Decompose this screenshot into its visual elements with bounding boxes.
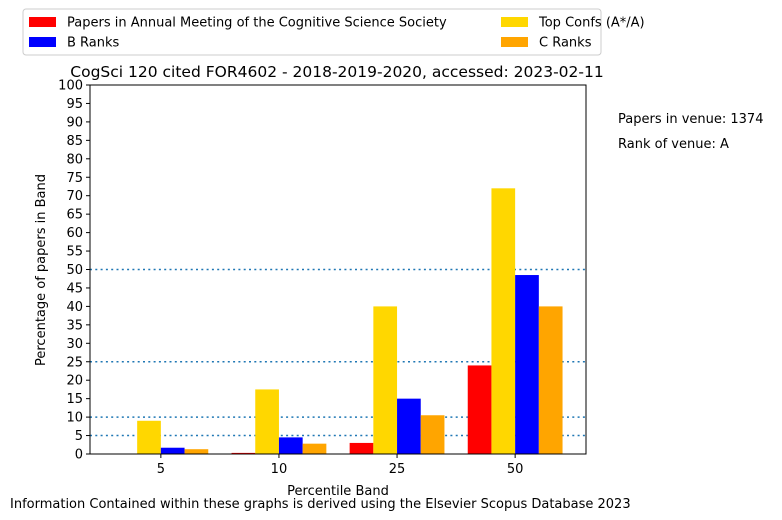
bars bbox=[137, 188, 563, 454]
y-axis: 0 5 10 15 20 25 30 35 40 45 50 55 60 65 70 75 80 85 90 95 10… bbox=[58, 79, 90, 463]
y-tick-label: 5 bbox=[75, 429, 83, 444]
y-tick-label: 50 bbox=[66, 263, 83, 278]
bar-papers-25 bbox=[349, 442, 374, 454]
y-tick-label: 15 bbox=[66, 392, 83, 407]
bar-b-5 bbox=[160, 447, 185, 454]
y-tick-label: 90 bbox=[66, 115, 83, 130]
bar-papers-10 bbox=[231, 452, 256, 454]
legend-label: C Ranks bbox=[539, 36, 592, 51]
y-tick-label: 20 bbox=[66, 374, 83, 389]
legend-swatch bbox=[29, 37, 56, 47]
y-tick-label: 35 bbox=[66, 318, 83, 333]
y-axis-label: Percentage of papers in Band bbox=[34, 174, 49, 366]
rank-of-venue-annotation: Rank of venue: A bbox=[618, 137, 729, 152]
bar-c-5 bbox=[184, 449, 209, 454]
y-tick-label: 80 bbox=[66, 152, 83, 167]
legend-swatch bbox=[501, 37, 528, 47]
bar-top-5 bbox=[137, 420, 161, 454]
x-tick-label: 50 bbox=[507, 462, 524, 477]
bar-b-50 bbox=[515, 275, 539, 454]
x-tick-label: 5 bbox=[157, 462, 165, 477]
y-tick-label: 65 bbox=[66, 208, 83, 223]
y-tick-label: 45 bbox=[66, 281, 83, 296]
legend-label: Papers in Annual Meeting of the Cognitiv… bbox=[67, 16, 447, 31]
y-tick-label: 40 bbox=[66, 300, 83, 315]
bar-b-10 bbox=[278, 437, 303, 454]
x-tick-label: 25 bbox=[389, 462, 406, 477]
legend-label: Top Confs (A*/A) bbox=[538, 16, 645, 31]
y-tick-label: 10 bbox=[66, 411, 83, 426]
x-axis-label: Percentile Band bbox=[287, 484, 389, 499]
bar-papers-50 bbox=[467, 365, 492, 454]
bar-top-25 bbox=[373, 306, 398, 454]
y-tick-label: 85 bbox=[66, 134, 83, 149]
papers-in-venue-annotation: Papers in venue: 1374 bbox=[618, 112, 763, 127]
y-tick-label: 55 bbox=[66, 245, 83, 260]
y-tick-label: 75 bbox=[66, 171, 83, 186]
legend-swatch bbox=[501, 17, 528, 27]
x-tick-label: 10 bbox=[271, 462, 288, 477]
y-tick-label: 60 bbox=[66, 226, 83, 241]
footer-note: Information Contained within these graph… bbox=[10, 497, 631, 512]
bar-c-25 bbox=[420, 415, 445, 454]
bar-c-10 bbox=[302, 443, 327, 454]
y-tick-label: 0 bbox=[75, 448, 83, 463]
y-tick-label: 100 bbox=[58, 79, 83, 94]
chart-title: CogSci 120 cited FOR4602 - 2018-2019-202… bbox=[70, 63, 603, 81]
bar-top-10 bbox=[255, 389, 279, 454]
legend-label: B Ranks bbox=[67, 36, 120, 51]
legend-frame bbox=[22, 8, 602, 56]
y-tick-label: 25 bbox=[66, 355, 83, 370]
bar-top-50 bbox=[491, 188, 516, 454]
legend-swatch bbox=[29, 17, 56, 27]
y-tick-label: 70 bbox=[66, 189, 83, 204]
chart-legend: Papers in Annual Meeting of the Cognitiv… bbox=[22, 8, 645, 56]
bar-c-50 bbox=[538, 306, 563, 454]
y-tick-label: 95 bbox=[66, 97, 83, 112]
y-tick-label: 30 bbox=[66, 337, 83, 352]
x-axis: 5 10 25 50 bbox=[157, 454, 524, 477]
bar-b-25 bbox=[397, 398, 421, 454]
